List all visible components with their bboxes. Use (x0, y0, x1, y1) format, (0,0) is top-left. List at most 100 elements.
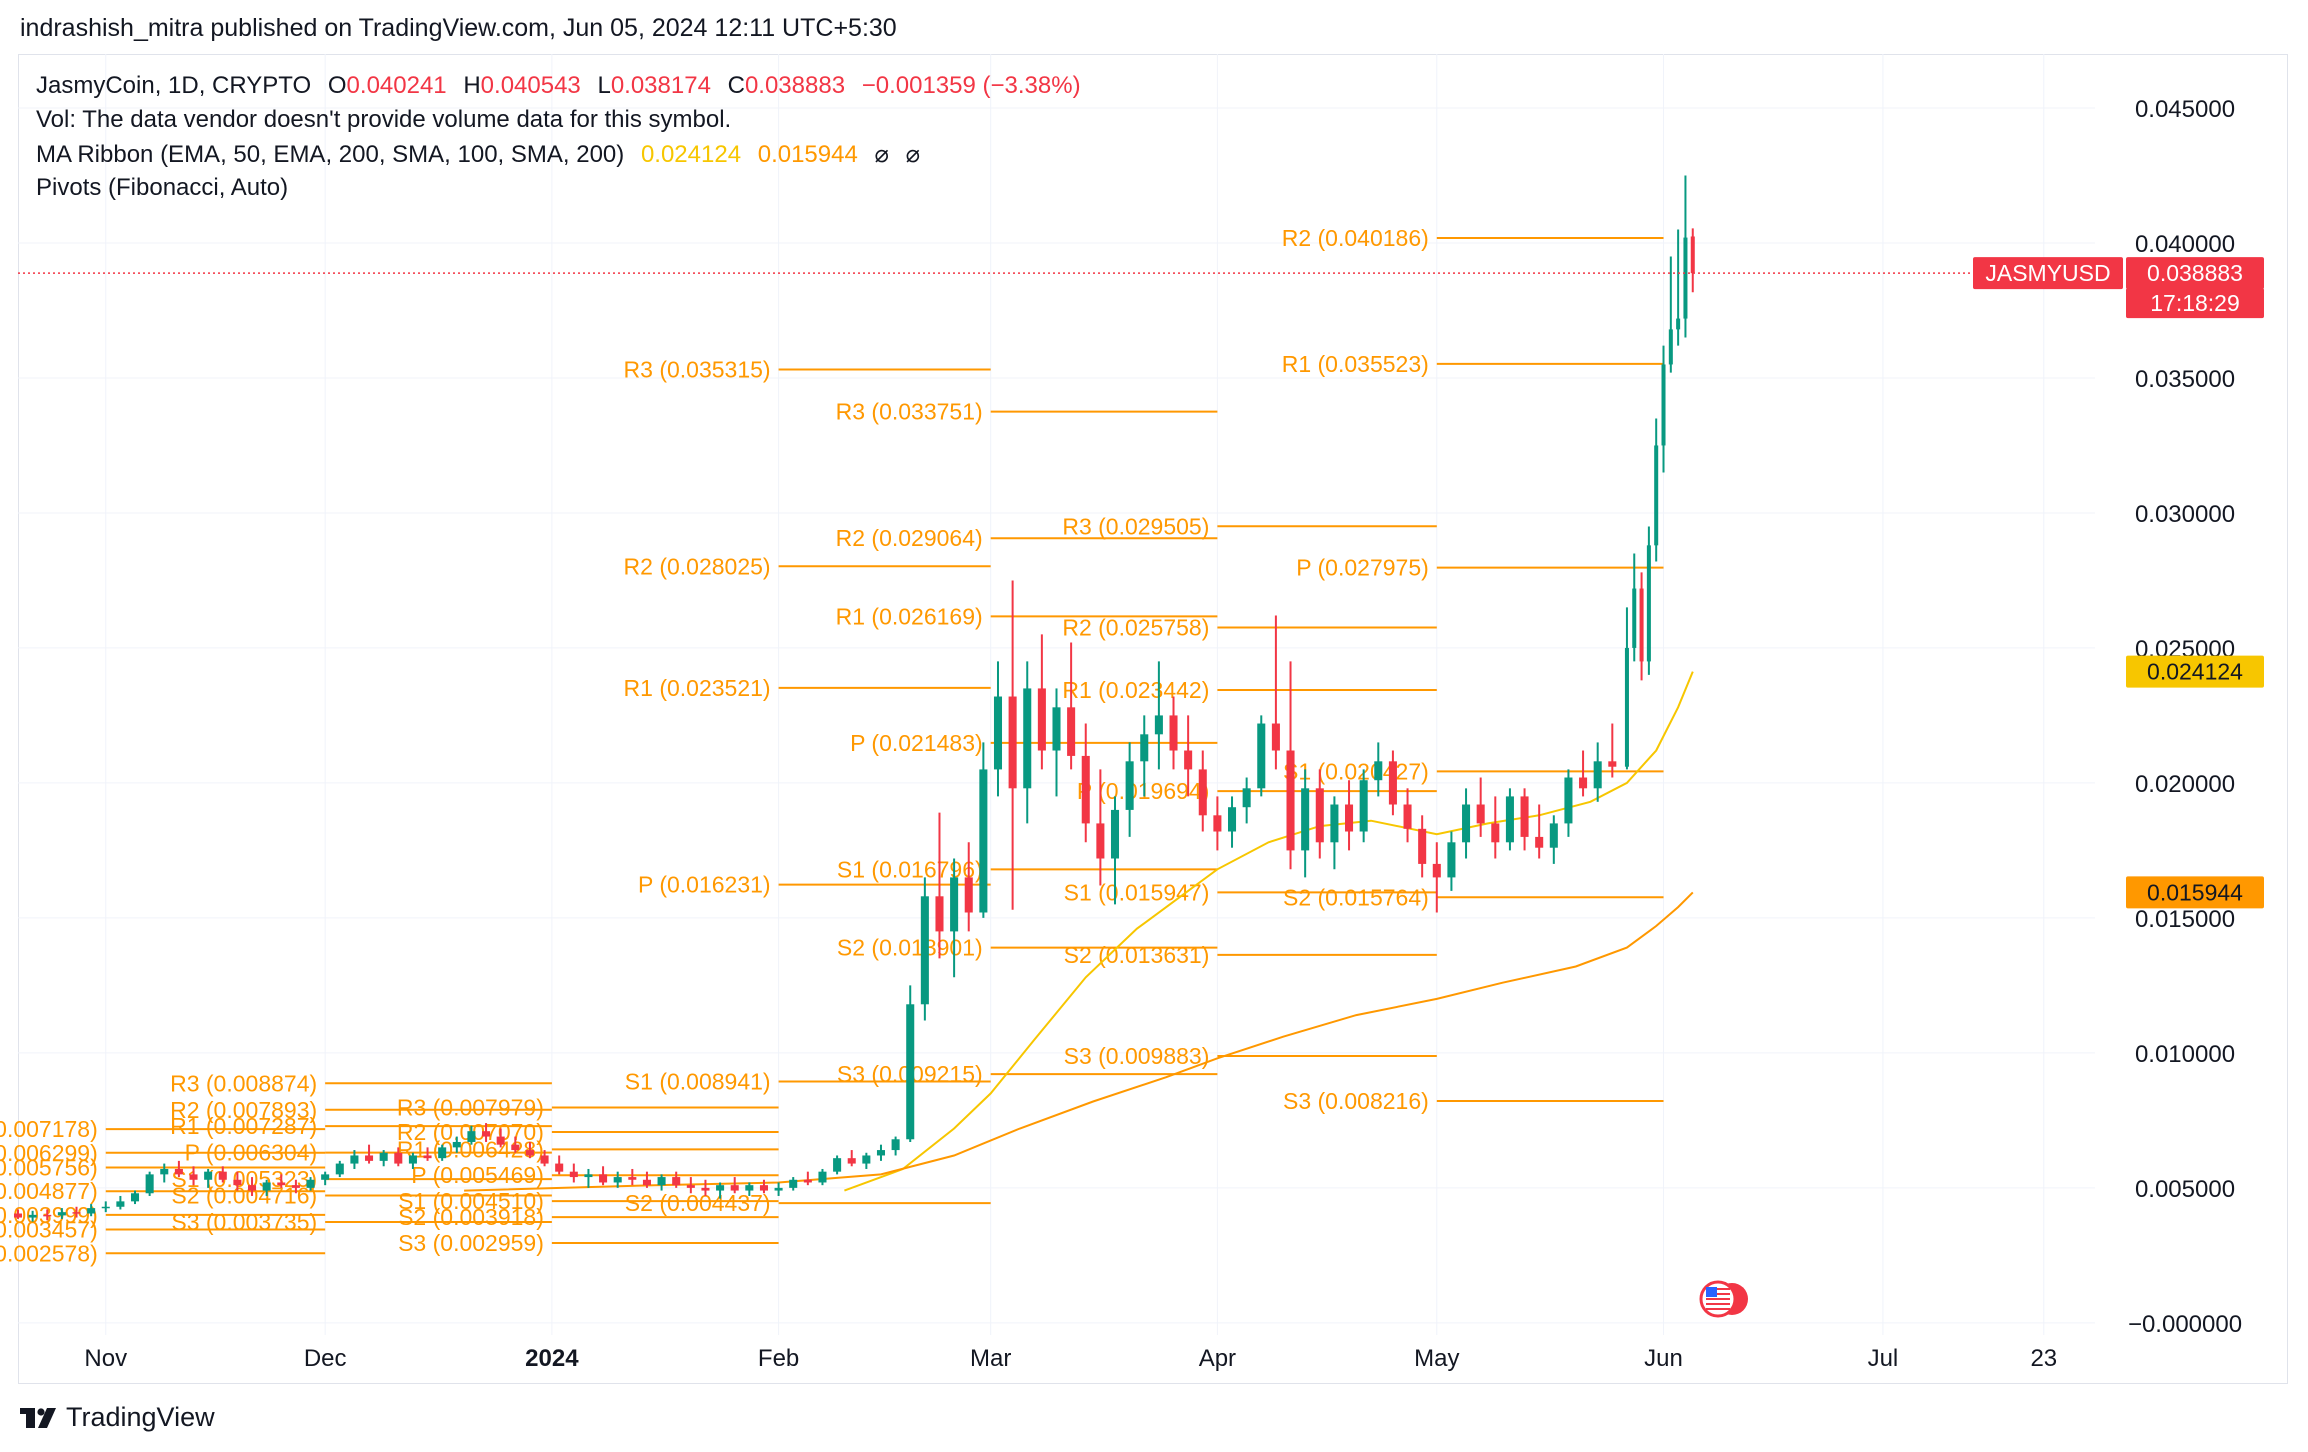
candle (1690, 228, 1695, 293)
ma-fast-tag-text: 0.024124 (2147, 659, 2243, 685)
time-axis[interactable]: Nov Dec 2024 Feb Mar Apr May Jun Jul 23 (84, 1345, 2057, 1372)
last-price-tag-bg (2126, 257, 2264, 290)
candle-body (365, 1155, 374, 1161)
candle-body (438, 1147, 447, 1159)
pivot-label: R2 (0.025758) (1062, 614, 1209, 640)
candle (423, 1147, 432, 1161)
candle (891, 1136, 900, 1156)
candle (1227, 796, 1237, 848)
pivot-label: P (0.016231) (638, 872, 771, 898)
candle-body (306, 1179, 315, 1188)
candle (730, 1177, 739, 1194)
symbol-tag-text: JASMYUSD (1985, 260, 2110, 286)
grid-lines (18, 54, 2095, 1335)
candle (1418, 815, 1427, 878)
candle-body (1491, 823, 1500, 843)
pivot-label: P (0.019694) (1077, 778, 1210, 804)
candle (672, 1171, 681, 1188)
candle-body (1184, 750, 1193, 770)
ma-ribbon (464, 671, 1694, 1192)
candle-body (657, 1177, 666, 1186)
pivot-label: R3 (0.007178) (0, 1116, 98, 1142)
legend-volume[interactable]: Vol: The data vendor doesn't provide vol… (36, 106, 732, 133)
candle (1564, 769, 1573, 837)
countdown-tag: 17:18:29 (2126, 288, 2264, 319)
candle-body (1374, 761, 1383, 781)
candle (1081, 723, 1090, 843)
candle-body (1579, 777, 1588, 789)
candle-body (101, 1206, 110, 1209)
candle-body (394, 1152, 403, 1164)
pivot-label: R2 (0.040186) (1282, 225, 1429, 251)
y-tick-label: 0.010000 (2135, 1041, 2235, 1068)
candle (950, 858, 959, 978)
candle (1008, 580, 1017, 910)
pivot-label: S1 (0.004510) (398, 1188, 544, 1214)
candle-body (1110, 809, 1120, 859)
candle-body (1257, 723, 1266, 789)
candle (1403, 788, 1412, 843)
candle (1125, 742, 1134, 837)
candle-body (862, 1155, 871, 1164)
candle (1359, 769, 1368, 843)
candle (774, 1182, 783, 1196)
pivot-label: S3 (0.008216) (1283, 1088, 1429, 1114)
candle (160, 1163, 169, 1183)
candle (876, 1144, 886, 1161)
legend-pivots[interactable]: Pivots (Fibonacci, Auto) (36, 174, 289, 201)
candle (701, 1179, 710, 1196)
us-flag-icon[interactable] (1699, 1280, 1748, 1318)
ma-fast-value: 0.024124 (640, 141, 742, 168)
candle-body (335, 1163, 344, 1175)
candle-body (876, 1150, 886, 1156)
candle-body (584, 1174, 593, 1178)
pivot-label: R1 (0.007287) (170, 1113, 317, 1139)
candle-body (818, 1171, 827, 1183)
candle-body (1593, 761, 1602, 789)
candle (569, 1163, 578, 1183)
ma-line (464, 891, 1694, 1192)
candle (248, 1177, 257, 1196)
price-axis[interactable]: 0.0450000.0400000.0350000.0300000.025000… (2128, 96, 2242, 1338)
candle-body (57, 1212, 66, 1216)
candle-body (291, 1185, 300, 1188)
y-tick-label: 0.005000 (2135, 1176, 2235, 1203)
candle-body (1520, 796, 1529, 837)
candle (467, 1125, 476, 1145)
tradingview-footer[interactable]: TradingView (20, 1402, 215, 1433)
candle-body (204, 1171, 213, 1180)
candle-body (1169, 715, 1178, 751)
pivot-label: R3 (0.029505) (1062, 513, 1209, 539)
candle-body (13, 1213, 23, 1218)
candle (759, 1179, 768, 1194)
candle (1052, 688, 1061, 797)
candle-body (1227, 807, 1237, 832)
candle-body (686, 1185, 695, 1188)
x-tick-label: Jul (1868, 1345, 1899, 1372)
candle (964, 842, 973, 932)
pivot-label: P (0.027975) (1296, 555, 1429, 581)
candle-body (1008, 696, 1017, 789)
candle (686, 1177, 695, 1194)
candle-body (789, 1179, 798, 1188)
x-tick-label: 2024 (525, 1345, 579, 1372)
candle (993, 661, 1003, 797)
last-price-tag: 0.038883 (2126, 257, 2264, 290)
candle (189, 1166, 198, 1186)
candle (379, 1150, 388, 1167)
candle-body (672, 1177, 681, 1186)
legend-ma-ribbon[interactable]: MA Ribbon (EMA, 50, EMA, 200, SMA, 100, … (36, 140, 930, 169)
pivot-label: S1 (0.008941) (625, 1068, 771, 1094)
candle-body (1690, 236, 1695, 274)
candle (365, 1144, 374, 1164)
legend-symbol[interactable]: JasmyCoin, 1D, CRYPTO (36, 72, 312, 99)
chart-frame[interactable] (18, 54, 2288, 1384)
candle (1169, 696, 1178, 770)
candle (745, 1182, 754, 1196)
candle (101, 1201, 110, 1213)
candle-body (218, 1171, 227, 1180)
candle-body (1654, 445, 1659, 546)
candle-body (1154, 715, 1163, 735)
ma-null-value-2: ⌀ (905, 141, 921, 168)
